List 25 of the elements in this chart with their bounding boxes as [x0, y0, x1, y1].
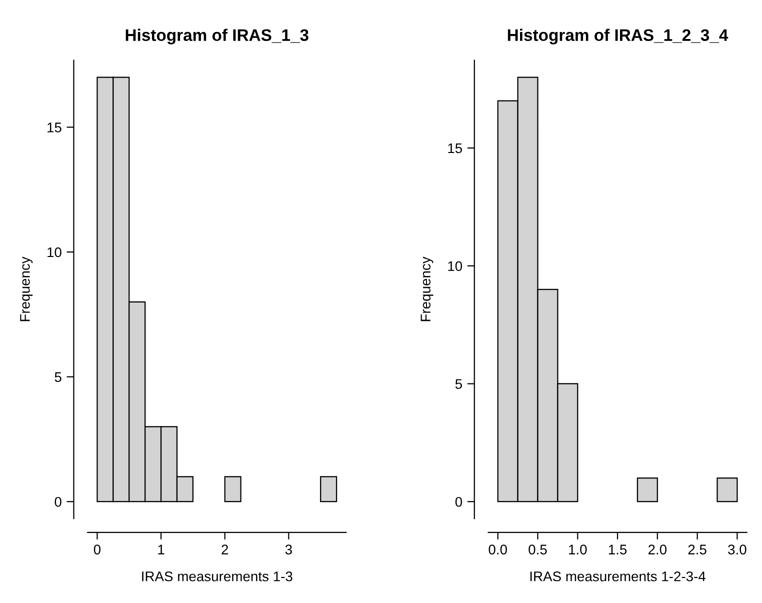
- chart-title: Histogram of IRAS_1_2_3_4: [508, 28, 728, 44]
- x-axis-title: IRAS measurements 1-2-3-4: [530, 571, 706, 582]
- x-tick-label: 1.5: [608, 544, 627, 554]
- x-tick-label: 2: [222, 544, 228, 554]
- x-tick-label: 3.0: [728, 544, 746, 554]
- y-tick-label: 10: [448, 261, 462, 272]
- x-tick-label: 2.5: [688, 544, 706, 554]
- y-tick-label: 10: [48, 247, 62, 258]
- x-tick-label: 2.0: [648, 544, 667, 554]
- x-tick-label: 3: [285, 544, 292, 554]
- y-tick-label: 15: [448, 143, 462, 154]
- x-tick-label: 0.5: [528, 544, 547, 554]
- x-tick-label: 1.0: [569, 544, 587, 554]
- x-tick-label: 0: [94, 544, 101, 554]
- x-axis-title: IRAS measurements 1-3: [142, 571, 292, 582]
- x-tick-label: 0.0: [488, 544, 507, 554]
- y-axis-title: Frequency: [20, 256, 33, 322]
- y-tick-label: 15: [48, 122, 62, 132]
- chart-title: Histogram of IRAS_1_3: [126, 28, 308, 44]
- x-tick-label: 1: [158, 544, 164, 554]
- y-tick-label: 0: [54, 496, 62, 507]
- y-axis-title: Frequency: [420, 256, 434, 322]
- y-tick-label: 0: [455, 496, 462, 507]
- y-tick-label: 5: [455, 379, 462, 389]
- y-tick-label: 5: [54, 372, 62, 382]
